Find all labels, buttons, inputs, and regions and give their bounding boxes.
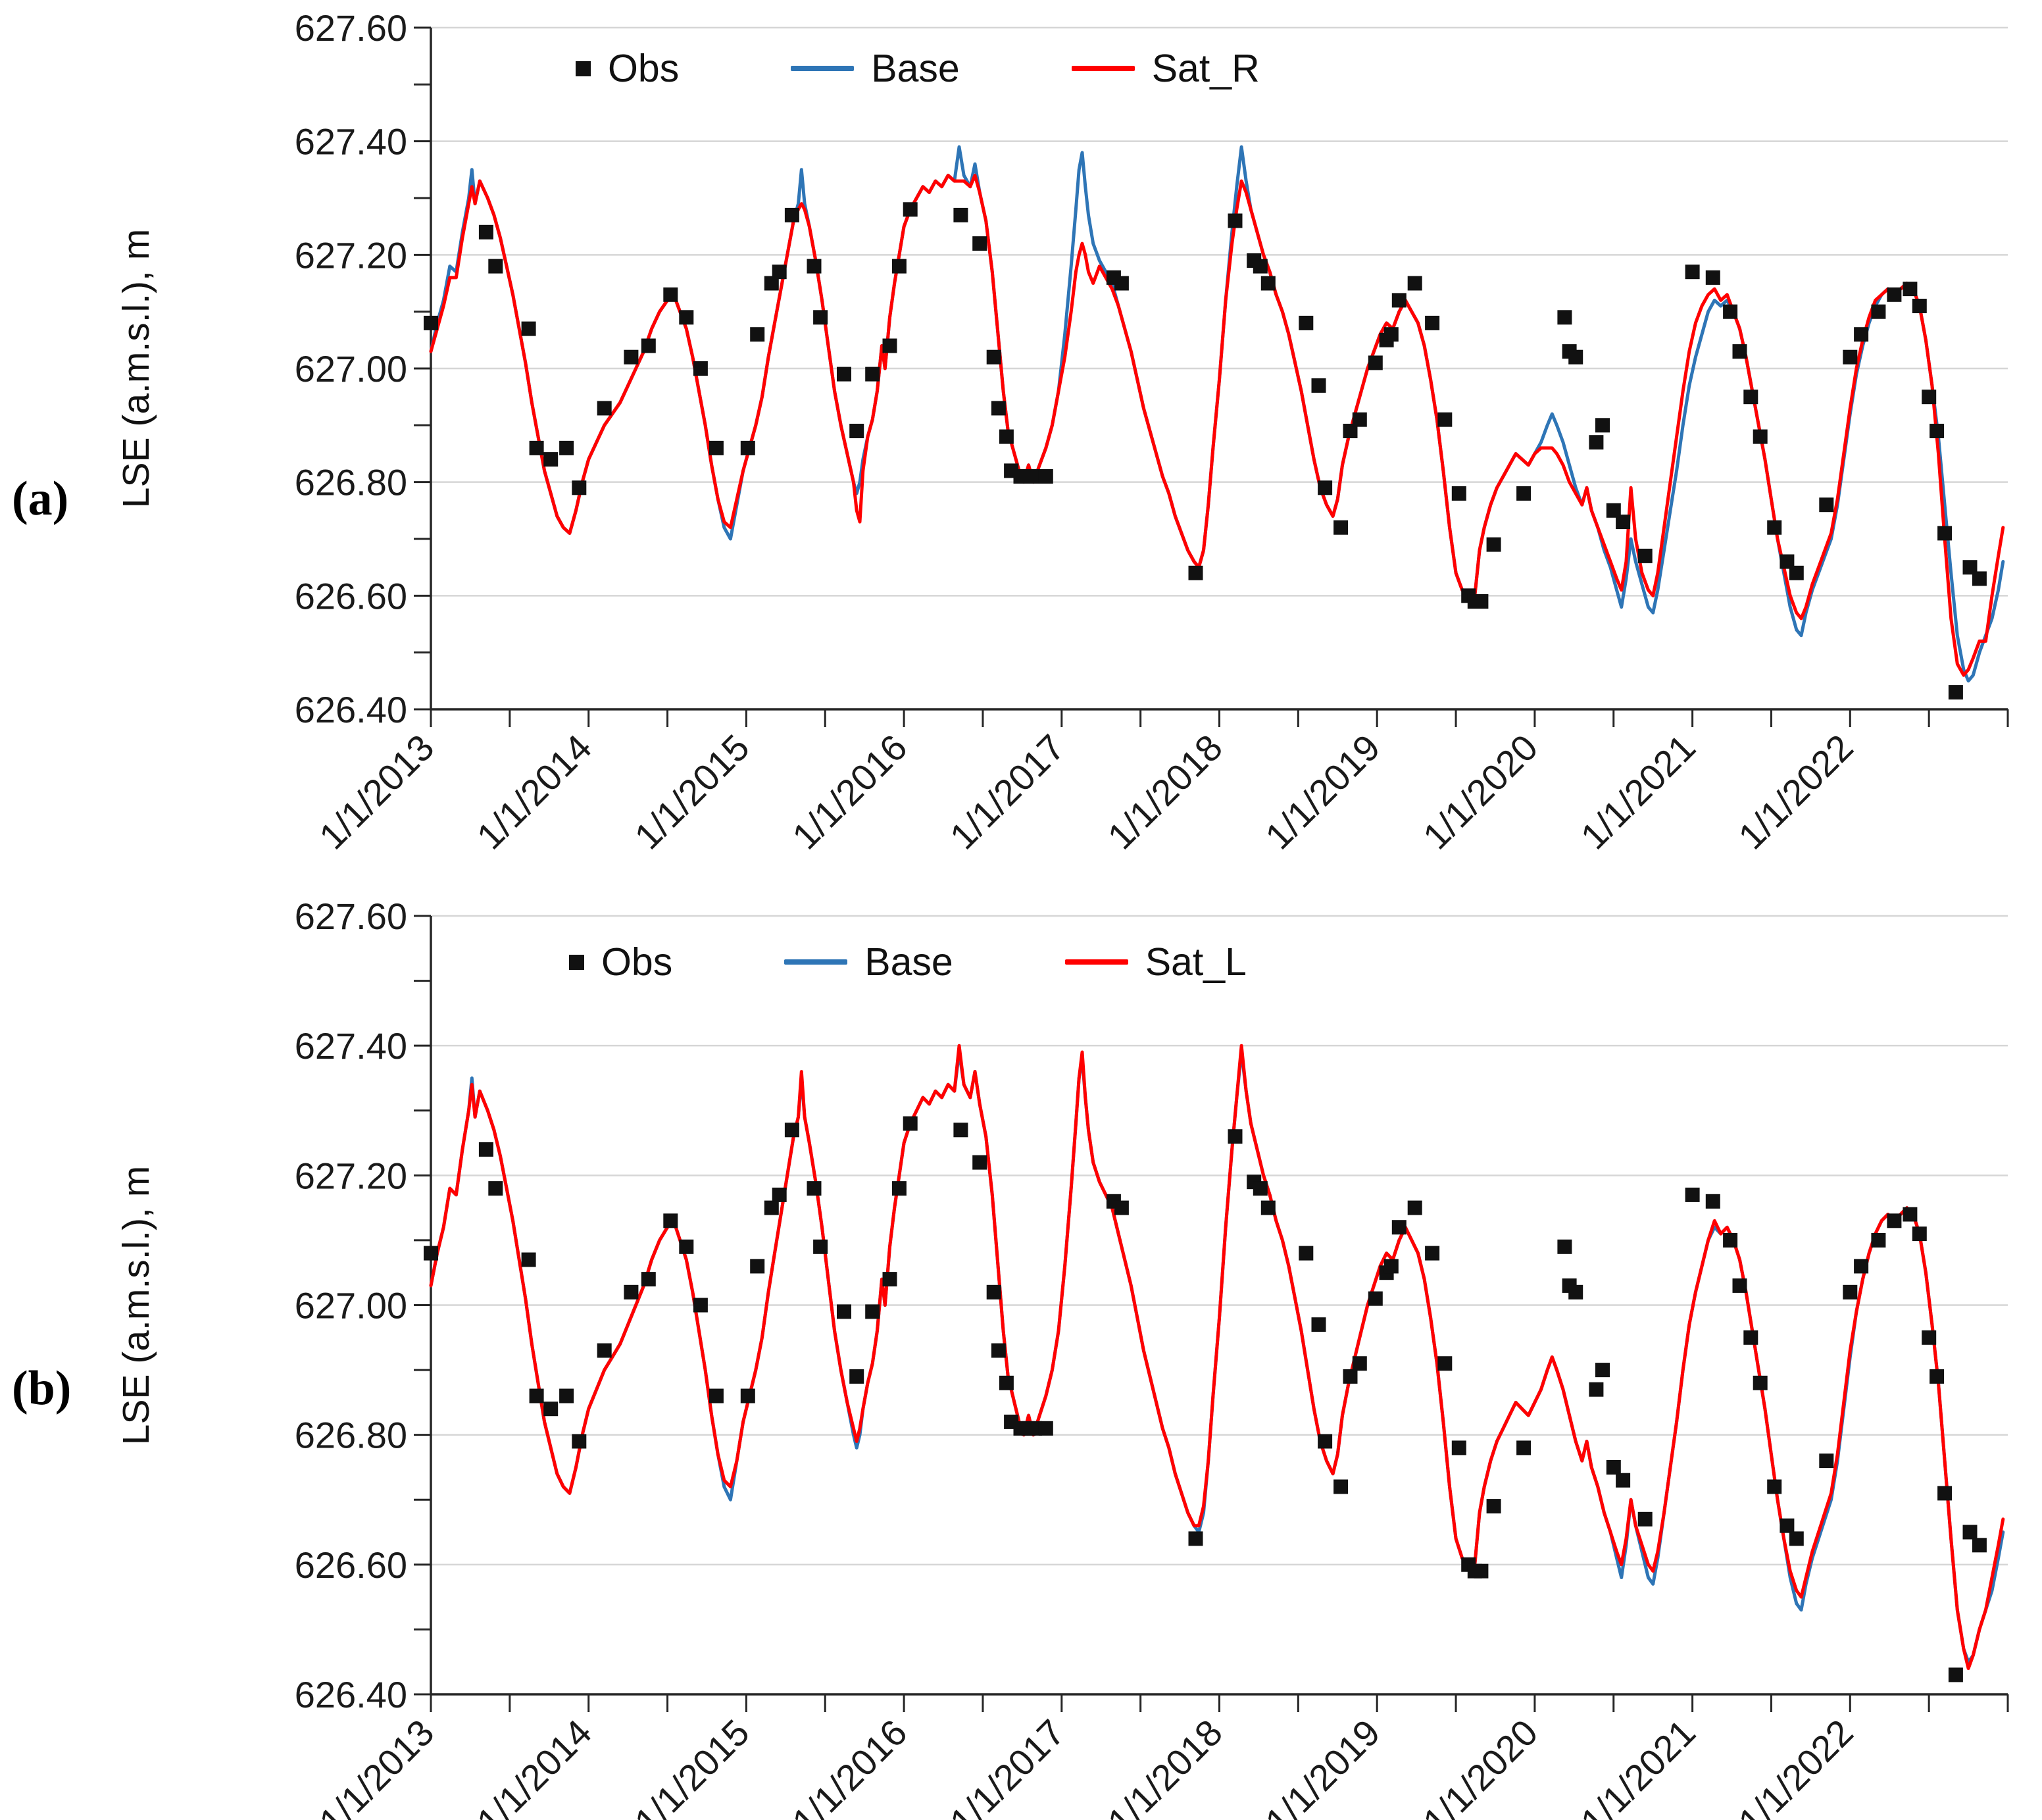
y-tick-label: 626.60: [295, 1544, 407, 1586]
legend-label-obs-b: Obs: [601, 940, 673, 984]
x-ticks-b: [430, 1694, 2009, 1712]
x-tick-label: 1/1/2019: [1257, 726, 1388, 857]
x-tick-label: 1/1/2021: [1572, 726, 1703, 857]
x-tick-label: 1/1/2022: [1730, 1711, 1861, 1820]
legend-label-base-b: Base: [864, 940, 953, 984]
y-tick-label: 627.20: [295, 234, 407, 276]
x-tick-label: 1/1/2020: [1415, 726, 1546, 857]
base-line-swatch-icon: [791, 66, 855, 71]
y-tick-label: 626.60: [295, 575, 407, 617]
legend-a: Obs Base Sat_R: [576, 46, 1260, 91]
legend-b: Obs Base Sat_L: [569, 940, 1247, 984]
x-tick-label: 1/1/2020: [1415, 1711, 1546, 1820]
x-tick-label: 1/1/2013: [311, 1711, 442, 1820]
legend-item-sat-b: Sat_L: [1064, 940, 1247, 984]
legend-item-base-b: Base: [784, 940, 953, 984]
base-line-swatch-icon: [784, 959, 848, 965]
y-axis-title-b: LSE (a.m.s.l.), m: [115, 1165, 157, 1446]
x-tick-label: 1/1/2014: [468, 726, 599, 857]
y-tick-label: 626.80: [295, 1415, 407, 1456]
y-tick-label: 627.40: [295, 121, 407, 163]
sat-l-line-swatch-icon: [1064, 959, 1128, 965]
legend-item-base-a: Base: [791, 46, 960, 91]
x-tick-label: 1/1/2018: [1099, 1711, 1230, 1820]
chart-a: 627.60 627.40 627.20 627.00 626.80 626.60 626.…: [295, 7, 2009, 857]
y-tick-label: 627.00: [295, 348, 407, 390]
panel-label-a: (a): [12, 472, 69, 526]
y-tick-label: 627.60: [295, 896, 407, 937]
x-tick-label: 1/1/2017: [942, 1711, 1073, 1820]
series-line-sat_l-b: [429, 1044, 2005, 1671]
y-ticks-a: [414, 26, 431, 711]
y-tick-label: 627.00: [295, 1285, 407, 1327]
x-tick-label: 1/1/2013: [311, 726, 442, 857]
legend-label-obs-a: Obs: [608, 47, 680, 90]
x-tick-label: 1/1/2021: [1572, 1711, 1703, 1820]
y-tick-label: 627.60: [295, 7, 407, 49]
sat-r-line-swatch-icon: [1071, 66, 1135, 71]
series-line-sat_r-a: [429, 174, 2005, 677]
y-ticks-b: [414, 915, 431, 1696]
x-tick-label: 1/1/2017: [942, 726, 1073, 857]
obs-marker-icon: [569, 954, 584, 970]
series-scatter-obs-a: [424, 202, 1987, 700]
legend-item-sat-a: Sat_R: [1071, 46, 1260, 91]
legend-item-obs-a: Obs: [576, 46, 679, 91]
legend-label-sat-a: Sat_R: [1151, 47, 1260, 90]
chart-b: 627.60 627.40 627.20 627.00 626.80 626.60 626.…: [295, 896, 2009, 1820]
legend-item-obs-b: Obs: [569, 940, 672, 984]
legend-label-sat-b: Sat_L: [1145, 940, 1247, 984]
panel-label-b: (b): [12, 1361, 72, 1415]
x-tick-label: 1/1/2019: [1257, 1711, 1388, 1820]
y-tick-label: 627.20: [295, 1155, 407, 1196]
x-tick-label: 1/1/2015: [626, 1711, 757, 1820]
x-ticks-a: [430, 709, 2009, 727]
legend-label-base-a: Base: [871, 47, 960, 90]
x-tick-label: 1/1/2018: [1099, 726, 1230, 857]
x-tick-label: 1/1/2016: [784, 726, 915, 857]
obs-marker-icon: [576, 61, 591, 76]
y-axis-title-a: LSE (a.m.s.l.), m: [115, 228, 157, 509]
y-tick-label: 626.40: [295, 1674, 407, 1715]
series-scatter-obs-b: [424, 1116, 1987, 1682]
x-tick-label: 1/1/2014: [468, 1711, 599, 1820]
y-tick-label: 627.40: [295, 1025, 407, 1067]
y-tick-label: 626.80: [295, 462, 407, 503]
x-tick-label: 1/1/2015: [626, 726, 757, 857]
x-tick-label: 1/1/2016: [784, 1711, 915, 1820]
y-tick-label: 626.40: [295, 689, 407, 730]
x-tick-label: 1/1/2022: [1730, 726, 1861, 857]
